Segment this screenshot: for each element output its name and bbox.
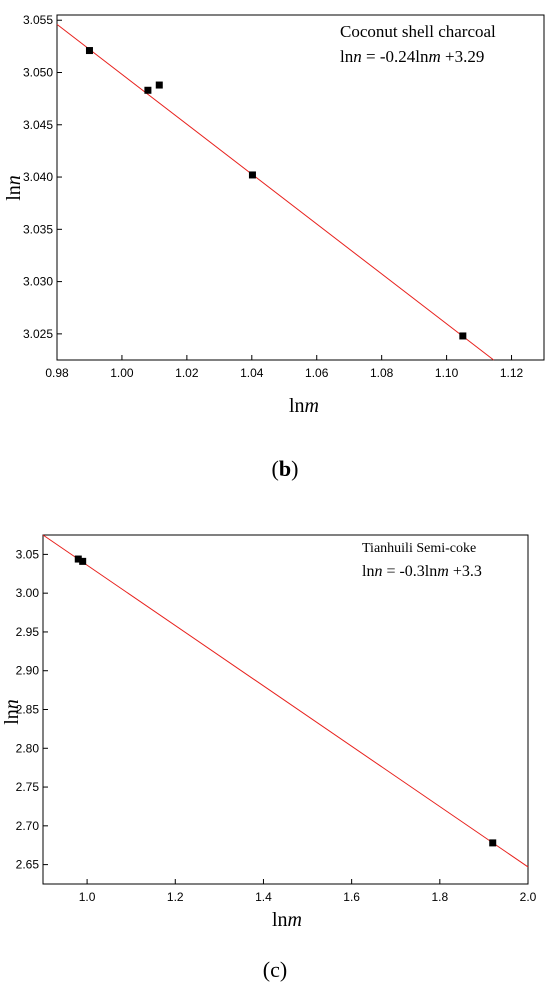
x-tick-label-c: 2.0 — [520, 890, 537, 904]
data-point-b — [155, 81, 163, 89]
data-point-b — [248, 171, 256, 179]
chart-panel-c: 1.0 1.2 1.4 1.6 1.8 2.0 2.652.702.752.802.852… — [1, 534, 537, 982]
x-tick-label-b: 1.10 — [435, 366, 459, 380]
x-tick-label-c: 1.6 — [343, 890, 360, 904]
data-point-b — [85, 47, 93, 55]
chart-panel-b: 0.98 1.00 1.02 1.04 1.06 1.08 1.10 1.12 3.0253.… — [3, 13, 545, 481]
panel-caption-b: (b) — [272, 456, 299, 481]
annotation-equation-c: lnn = -0.3lnm +3.3 — [362, 563, 482, 580]
x-tick-label-b: 1.02 — [175, 366, 199, 380]
y-tick-label-b: 3.055 — [23, 13, 53, 27]
plot-content-c — [42, 534, 529, 868]
x-tick-label-c: 1.8 — [431, 890, 448, 904]
y-tick-label-c: 2.70 — [16, 819, 40, 833]
y-tick-label-c: 3.00 — [16, 586, 40, 600]
y-tick-label-b: 3.050 — [23, 66, 53, 80]
y-tick-label-c: 2.80 — [16, 741, 40, 755]
annotation-equation-b: lnn = -0.24lnm +3.29 — [340, 47, 484, 66]
x-tick-label-c: 1.4 — [255, 890, 272, 904]
fit-line-c — [42, 534, 529, 868]
x-tick-label-b: 1.00 — [110, 366, 134, 380]
data-point-c — [74, 555, 82, 563]
x-axis-title-b: lnm — [289, 395, 319, 417]
x-axis-title-c: lnm — [272, 909, 302, 931]
panel-caption-c: (c) — [263, 957, 287, 982]
x-axis-ticks-b: 0.98 1.00 1.02 1.04 1.06 1.08 1.10 1.12 — [45, 355, 524, 380]
annotation-title-c: Tianhuili Semi-coke — [362, 541, 476, 556]
x-tick-label-b: 1.08 — [370, 366, 394, 380]
y-tick-label-c: 2.90 — [16, 664, 40, 678]
y-tick-label-c: 2.65 — [16, 858, 40, 872]
x-axis-ticks-c: 1.0 1.2 1.4 1.6 1.8 2.0 — [79, 879, 537, 904]
data-point-b — [144, 86, 152, 94]
y-axis-ticks-c: 2.65 2.70 2.75 2.80 2.85 2.90 2.95 3.00 3.05 — [16, 547, 48, 872]
plot-area-c — [42, 534, 529, 885]
data-point-c — [79, 557, 87, 565]
x-tick-label-b: 1.06 — [305, 366, 329, 380]
y-tick-label-b: 3.035 — [23, 222, 53, 236]
plot-area-b — [56, 14, 545, 361]
y-tick-label-b: 3.040 — [23, 170, 53, 184]
x-tick-label-c: 1.2 — [167, 890, 184, 904]
y-tick-label-c: 2.75 — [16, 780, 40, 794]
data-point-c — [489, 839, 497, 847]
y-tick-label-c: 3.05 — [16, 547, 40, 561]
y-axis-title-b: lnn — [3, 175, 25, 201]
data-point-b — [459, 332, 467, 340]
plot-content-b — [56, 24, 494, 361]
y-tick-label-b: 3.030 — [23, 275, 53, 289]
x-tick-label-c: 1.0 — [79, 890, 96, 904]
x-tick-label-b: 0.98 — [45, 366, 69, 380]
y-tick-label-b: 3.045 — [23, 118, 53, 132]
y-tick-label-b: 3.025 — [23, 327, 53, 341]
annotation-title-b: Coconut shell charcoal — [340, 22, 496, 41]
fit-line-b — [56, 24, 494, 361]
y-tick-label-c: 2.85 — [16, 703, 40, 717]
y-tick-label-c: 2.95 — [16, 625, 40, 639]
y-axis-ticks-b: 3.025 3.030 3.035 3.040 3.045 3.050 3.055 — [23, 13, 62, 341]
x-tick-label-b: 1.04 — [240, 366, 264, 380]
y-axis-title-c: lnn — [1, 699, 23, 725]
x-tick-label-b: 1.12 — [500, 366, 524, 380]
